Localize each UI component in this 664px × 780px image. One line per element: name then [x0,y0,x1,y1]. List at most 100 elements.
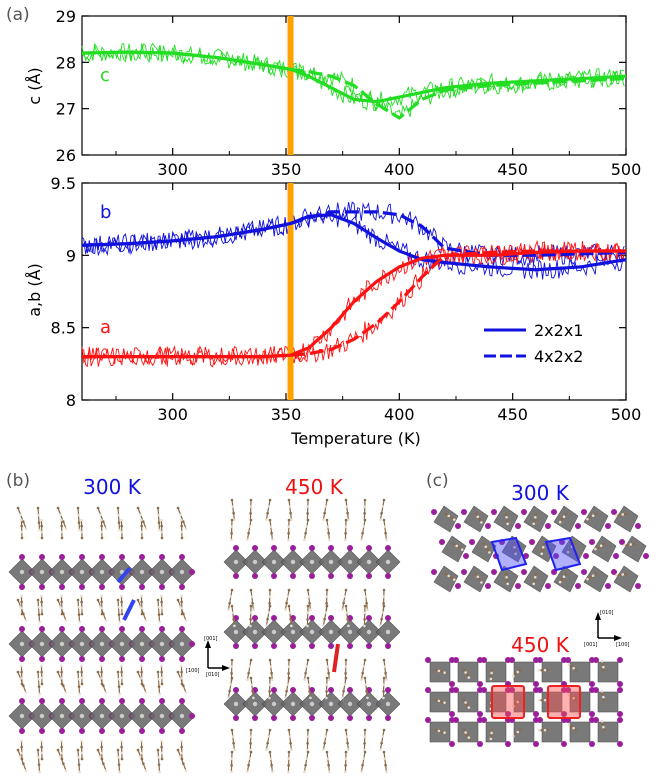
lead-atom [39,641,45,647]
organic-atom [363,750,367,754]
organic-atom [184,619,188,622]
lead-atom [290,629,296,635]
iodide-atom [449,711,455,717]
organic-atom [478,518,481,521]
organic-chain [97,507,107,529]
lead-atom [119,713,125,719]
lead-atom [328,629,334,635]
organic-atom [601,692,605,696]
iodide-atom [159,656,165,662]
organic-atom [246,538,249,541]
organic-chain [624,543,635,547]
organic-chain [77,671,81,694]
organic-atom [382,676,386,680]
organic-atom [533,579,536,582]
organic-atom [20,600,23,604]
organic-atom [382,750,386,754]
organic-atom [250,683,254,686]
organic-atom [488,551,491,554]
organic-chain [445,573,455,581]
organic-atom [344,498,348,502]
organic-atom [562,515,566,518]
organic-atom [341,608,344,611]
organic-atom [382,588,386,592]
iodide-atom [431,509,437,515]
iodide-atom [99,656,105,662]
organic-atom [569,695,573,698]
organic-atom [144,619,148,622]
iodide-atom [593,687,599,693]
organic-atom [361,531,364,535]
organic-atom [59,755,62,759]
iodide-atom [252,573,258,579]
organic-atom [290,624,293,628]
organic-chain [249,729,252,751]
organic-atom [179,755,182,759]
organic-atom [60,530,64,534]
organic-chain [322,605,328,626]
organic-atom [230,676,234,680]
organic-chain [490,729,493,740]
organic-atom [309,608,312,612]
organic-chain [117,671,121,694]
organic-chain [57,507,67,529]
organic-chain [157,671,161,694]
organic-atom [450,576,453,580]
organic-atom [266,741,269,745]
organic-chain [533,573,537,584]
organic-atom [100,739,103,743]
organic-atom [117,521,121,524]
organic-atom [40,518,43,522]
plot-ab-lattice: 300 350 400 450 500 8 8.5 9 9.5 a,b (Å) Temperat… [25,174,641,448]
organic-atom [180,612,184,616]
organic-atom [20,676,24,680]
organic-atom [120,600,123,604]
organic-atom [287,518,291,522]
organic-chain [120,740,123,760]
organic-atom [287,532,290,535]
iodide-atom [453,657,459,663]
organic-atom [20,612,24,616]
organic-atom [543,698,547,702]
organic-atom [60,745,63,749]
organic-atom [464,701,467,704]
organic-atom [543,728,547,732]
plot-c-frame [81,15,627,156]
iodide-atom [453,687,459,693]
organic-atom [182,762,185,765]
lead-atom [328,701,334,707]
organic-atom [569,725,573,728]
iodide-atom [449,741,455,747]
organic-atom [248,525,252,528]
iodide-atom [521,569,527,575]
octahedron [513,721,535,743]
organic-atom [268,750,272,754]
xtick-label: 450 [497,160,528,179]
organic-chain [512,669,521,677]
organic-atom [304,763,307,767]
iodide-atom [79,626,85,632]
organic-atom [36,506,40,510]
c-axis-100: [100] [616,642,629,648]
organic-atom [513,545,516,549]
organic-atom [22,762,25,765]
organic-atom [160,739,163,743]
organic-atom [344,658,348,662]
organic-atom [541,549,544,552]
organic-atom [80,670,83,674]
organic-atom [248,757,252,760]
iodide-atom [385,545,391,551]
organic-chain [40,595,43,615]
organic-atom [380,617,383,621]
organic-atom [286,683,290,686]
organic-chain [587,573,597,580]
organic-atom [476,575,480,579]
organic-atom [306,676,310,680]
organic-atom [382,728,386,732]
organic-atom [80,676,84,680]
organic-atom [443,731,446,734]
organic-atom [325,750,329,754]
iodide-atom [575,583,581,589]
iodide-atom [99,554,105,560]
organic-chain [160,665,163,685]
